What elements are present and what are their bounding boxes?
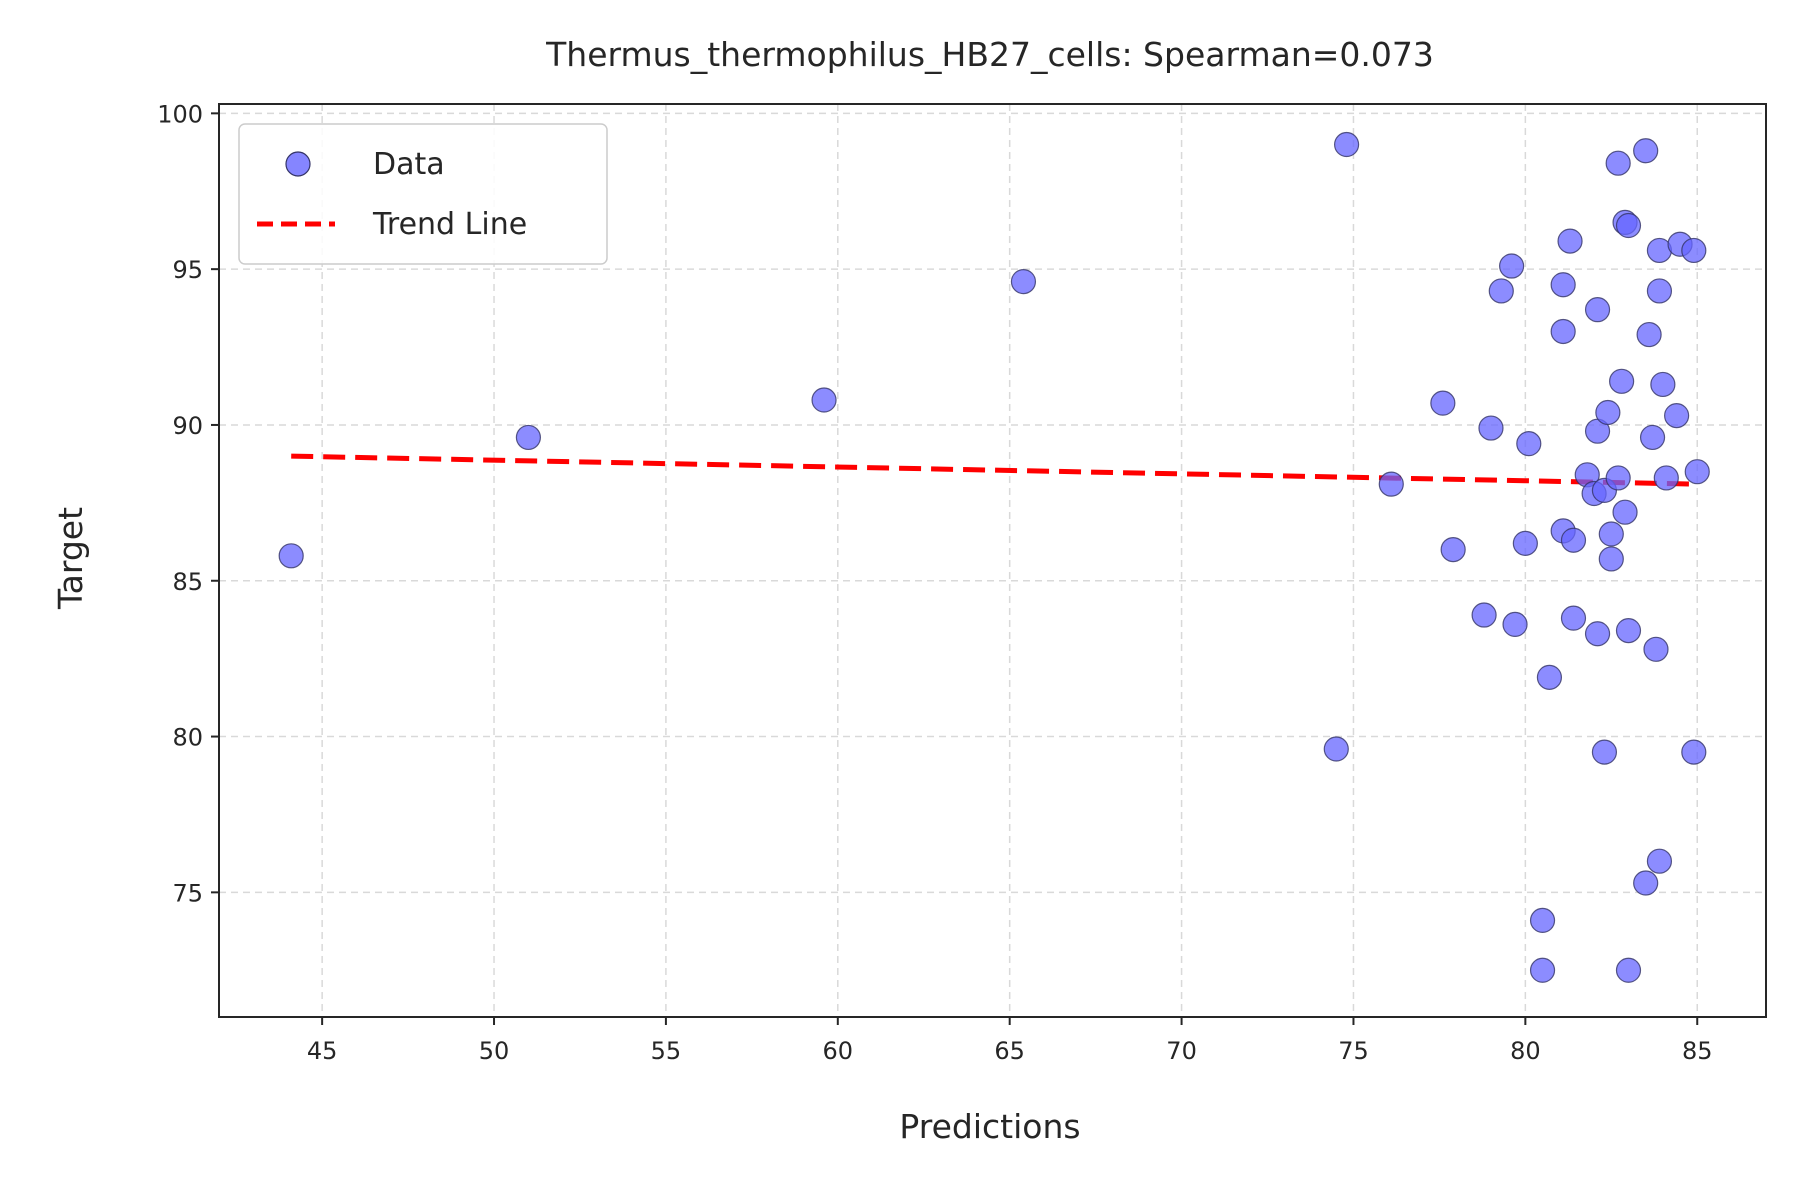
data-point (1591, 739, 1618, 765)
data-point (1681, 739, 1707, 765)
data-point (1605, 465, 1631, 491)
y-axis-ticks: 75 80 85 90 95 100 (157, 100, 219, 907)
data-point (1560, 605, 1587, 631)
data-point (1595, 399, 1621, 426)
data-point (1512, 530, 1538, 556)
legend-marker-data (285, 151, 311, 177)
data-point (1609, 368, 1635, 394)
x-axis-ticks: 45 50 55 60 65 70 75 80 85 (307, 1017, 1713, 1065)
y-tick-label: 75 (172, 879, 203, 907)
plot-frame (218, 103, 1767, 1018)
data-point (1584, 297, 1611, 323)
data-point (1639, 424, 1666, 451)
chart-title: Thermus_thermophilus_HB27_cells: Spearma… (545, 35, 1434, 74)
data-point (1557, 228, 1583, 254)
data-point (1636, 321, 1662, 348)
data-point (1664, 403, 1690, 429)
data-point (1550, 272, 1576, 298)
data-point (1010, 269, 1037, 295)
y-axis-label: Target (51, 507, 90, 610)
data-point (1684, 459, 1710, 485)
data-point (1550, 318, 1576, 345)
y-tick-label: 80 (172, 724, 203, 752)
legend-box (238, 123, 608, 265)
x-tick-label: 65 (994, 1037, 1025, 1065)
x-tick-label: 80 (1510, 1037, 1541, 1065)
data-point (1536, 664, 1563, 690)
data-point (1615, 618, 1642, 644)
y-tick-label: 85 (172, 568, 203, 596)
data-point (1323, 736, 1349, 762)
data-point (1598, 521, 1624, 547)
data-point (1633, 138, 1659, 164)
data-point (1646, 278, 1673, 304)
data-point (1516, 431, 1542, 457)
y-tick-label: 90 (172, 412, 203, 440)
data-point (1612, 499, 1638, 525)
data-point (515, 424, 542, 451)
data-point (1681, 237, 1707, 264)
legend-label-data: Data (373, 147, 445, 182)
data-point (1633, 870, 1659, 896)
legend-label-trend: Trend Line (372, 207, 527, 242)
data-point (1605, 150, 1631, 176)
data-point (811, 387, 837, 413)
data-point (1643, 636, 1669, 662)
trend-line (291, 453, 1698, 487)
y-tick-label: 100 (157, 100, 203, 128)
data-point (1430, 390, 1456, 416)
data-point (1529, 907, 1556, 934)
data-point (1488, 278, 1514, 304)
data-point (1471, 602, 1497, 628)
y-tick-label: 95 (172, 256, 203, 284)
data-point (1529, 957, 1556, 983)
x-tick-label: 50 (479, 1037, 510, 1065)
data-point (1650, 371, 1676, 398)
data-point (278, 543, 304, 569)
data-point (1584, 621, 1611, 647)
legend: Data Trend Line (238, 123, 608, 265)
data-point (1502, 611, 1528, 637)
data-point (1598, 546, 1624, 572)
data-point (1440, 536, 1466, 563)
x-tick-label: 45 (307, 1037, 338, 1065)
data-point (1615, 957, 1642, 983)
x-tick-label: 55 (651, 1037, 682, 1065)
data-point (1333, 131, 1360, 158)
points-layer (278, 131, 1710, 983)
data-point (1615, 212, 1642, 239)
data-point (1478, 415, 1504, 441)
trend-layer (291, 453, 1698, 487)
data-point (1646, 848, 1673, 874)
x-tick-label: 75 (1338, 1037, 1369, 1065)
x-axis-label: Predictions (899, 1107, 1080, 1146)
x-tick-label: 60 (823, 1037, 854, 1065)
data-point (1653, 465, 1679, 491)
data-point (1560, 527, 1587, 553)
x-tick-label: 70 (1166, 1037, 1197, 1065)
data-point (1378, 471, 1404, 497)
x-tick-label: 85 (1682, 1037, 1713, 1065)
data-point (1499, 253, 1525, 279)
